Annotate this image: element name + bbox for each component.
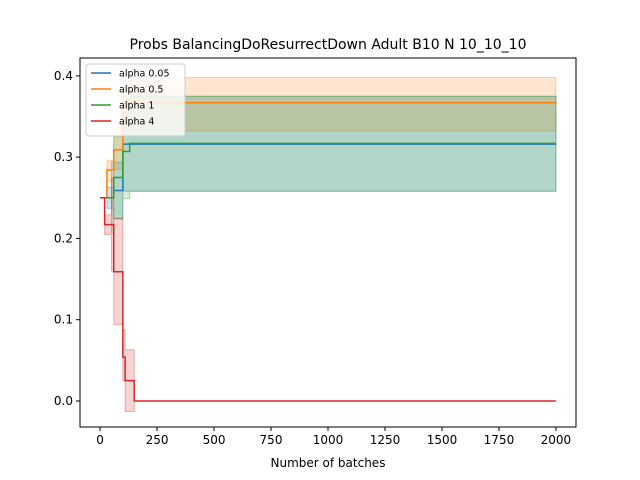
confidence-band-3 bbox=[100, 177, 556, 413]
y-tick-label: 0.2 bbox=[54, 231, 73, 245]
x-axis-label: Number of batches bbox=[271, 456, 386, 470]
plot-area bbox=[100, 77, 557, 413]
series-line-2 bbox=[100, 142, 556, 199]
legend: alpha 0.05 alpha 0.5 alpha 1 alpha 4 bbox=[85, 63, 186, 137]
legend-label: alpha 0.5 bbox=[119, 85, 163, 96]
x-tick-label: 1250 bbox=[370, 433, 401, 447]
x-tick-label: 1000 bbox=[313, 433, 344, 447]
x-tick-label: 250 bbox=[146, 433, 169, 447]
y-tick-label: 0.0 bbox=[54, 394, 73, 408]
chart-title: Probs BalancingDoResurrectDown Adult B10… bbox=[130, 37, 527, 53]
x-tick-label: 750 bbox=[260, 433, 283, 447]
legend-label: alpha 1 bbox=[119, 101, 154, 112]
x-tick-label: 0 bbox=[96, 433, 104, 447]
y-tick-label: 0.1 bbox=[54, 313, 73, 327]
x-tick-label: 1750 bbox=[484, 433, 515, 447]
legend-box bbox=[85, 63, 186, 137]
legend-label: alpha 0.05 bbox=[119, 69, 170, 80]
y-tick-label: 0.3 bbox=[54, 150, 73, 164]
x-tick-label: 500 bbox=[203, 433, 226, 447]
x-tick-label: 1500 bbox=[427, 433, 458, 447]
x-axis: 0 250 500 750 1000 1250 1500 1750 2000 bbox=[96, 427, 571, 447]
y-axis: 0.0 0.1 0.2 0.3 0.4 bbox=[54, 69, 80, 408]
confidence-band-1 bbox=[100, 77, 557, 199]
y-tick-label: 0.4 bbox=[54, 69, 73, 83]
legend-label: alpha 4 bbox=[119, 117, 154, 128]
series-line-3 bbox=[100, 197, 556, 402]
x-tick-label: 2000 bbox=[541, 433, 572, 447]
